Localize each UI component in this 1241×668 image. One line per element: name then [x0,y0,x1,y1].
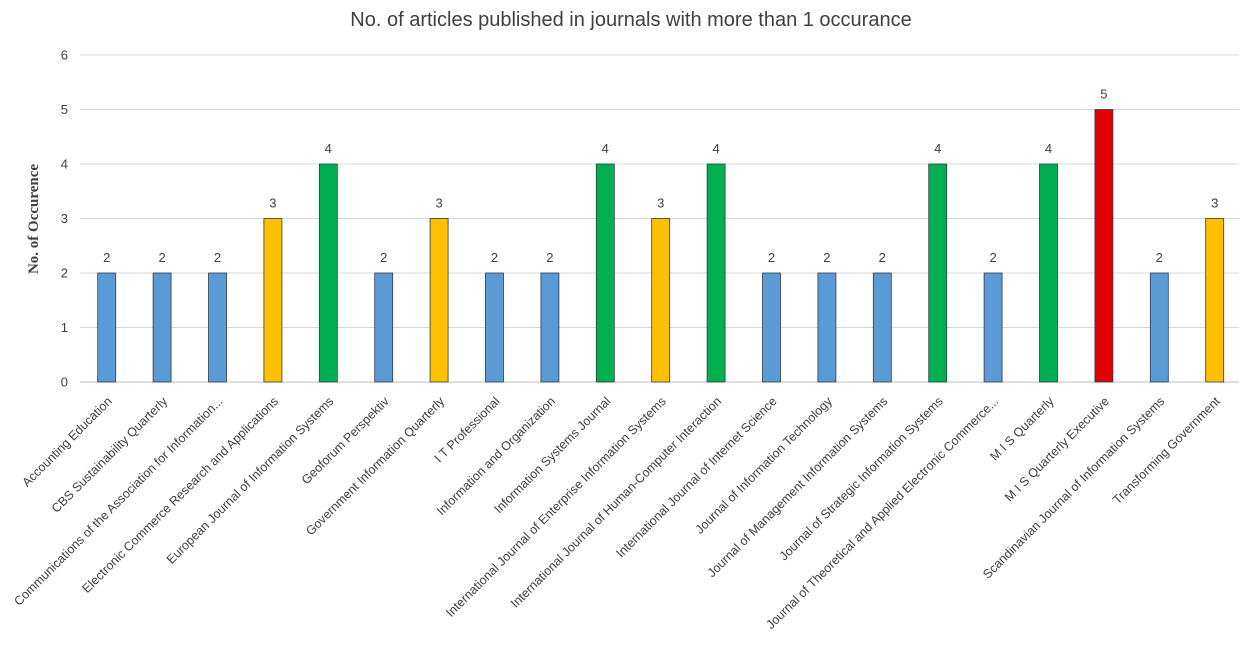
bar [540,272,560,383]
bar [208,272,227,383]
bar [1205,218,1225,383]
data-label: 2 [823,250,830,265]
category-label: Accounting Education [19,394,114,489]
category-label: Communications of the Association for In… [11,394,225,608]
bar [485,272,504,383]
data-label: 2 [546,250,553,265]
bar [595,163,615,383]
category-label: CBS Sustainability Quarterly [49,394,171,516]
y-axis-ticks: 0 1 2 3 4 5 6 [61,48,68,390]
data-label: 2 [491,250,498,265]
bars [97,109,1225,383]
category-label: Information and Organization [434,394,558,518]
category-label: Electronic Commerce Research and Applica… [80,394,282,596]
bar [429,218,449,383]
bar [318,163,338,383]
y-tick-label: 1 [61,320,68,335]
bar [263,218,283,383]
data-label: 2 [380,250,387,265]
bar [97,272,117,383]
category-label: Transforming Government [1110,394,1223,507]
data-label: 3 [657,196,664,211]
data-label: 4 [712,141,719,156]
y-axis-label: No. of Occurence [26,164,42,274]
category-label: M I S Quarterly Executive [1002,394,1112,504]
bar [152,272,172,383]
data-label: 3 [269,196,276,211]
y-tick-label: 3 [61,211,68,226]
y-tick-label: 6 [61,48,68,63]
bar [1149,272,1169,383]
bar [983,272,1003,383]
bar [374,272,394,383]
bar [1094,109,1114,383]
bar [706,163,726,383]
category-label: Information Systems Journal [492,394,614,516]
data-label: 2 [158,250,165,265]
chart-title: No. of articles published in journals wi… [350,9,911,31]
category-label: International Journal of Human-Computer … [508,394,724,610]
bar [762,272,781,383]
bar [651,218,671,383]
data-label: 2 [103,250,110,265]
data-label: 5 [1100,87,1107,102]
data-label: 2 [214,250,221,265]
bar [928,163,948,383]
data-label: 2 [1156,250,1163,265]
data-labels: 2 2 2 3 4 2 3 2 2 4 3 4 2 2 2 4 2 4 5 2 3 [103,87,1218,266]
y-tick-label: 0 [61,375,68,390]
data-label: 3 [1211,196,1218,211]
data-label: 2 [768,250,775,265]
bar [872,272,892,383]
data-label: 4 [934,141,941,156]
data-label: 2 [989,250,996,265]
data-label: 4 [602,141,609,156]
y-tick-label: 4 [61,157,68,172]
data-label: 4 [325,141,332,156]
data-label: 2 [879,250,886,265]
data-label: 4 [1045,141,1052,156]
bar [1039,163,1058,383]
data-label: 3 [435,196,442,211]
y-tick-label: 2 [61,266,68,281]
bar [817,272,837,383]
y-tick-label: 5 [61,102,68,117]
